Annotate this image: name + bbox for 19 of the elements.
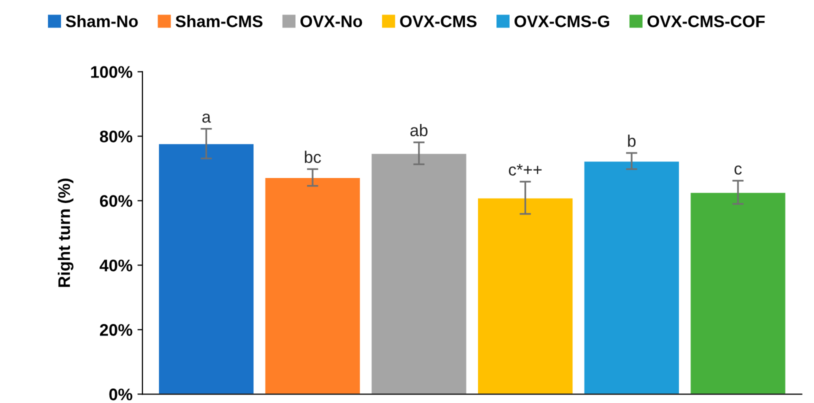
legend-label: Sham-CMS	[176, 15, 262, 28]
y-tick-label: 20%	[100, 324, 132, 336]
y-tick-label: 0%	[109, 388, 132, 400]
data-label: b	[628, 134, 636, 147]
y-tick-label: 100%	[91, 66, 132, 78]
legend-label: OVX-CMS	[400, 15, 477, 28]
y-tick-label: 60%	[100, 195, 132, 207]
data-label: c	[734, 166, 742, 175]
legend-label: Sham-No	[66, 15, 138, 28]
data-label: a	[202, 114, 211, 123]
data-label: c*++	[508, 164, 542, 176]
y-axis-title: Right turn (%)	[58, 178, 74, 287]
data-label: bc	[304, 150, 321, 164]
data-label: ab	[410, 124, 428, 136]
y-tick-label: 80%	[100, 130, 132, 142]
legend-label: OVX-No	[300, 15, 362, 28]
legend-label: OVX-CMS-COF	[648, 15, 765, 28]
y-tick-label: 40%	[100, 260, 132, 272]
legend-label: OVX-CMS-G	[514, 15, 610, 28]
